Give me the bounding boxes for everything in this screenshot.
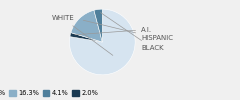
Wedge shape bbox=[69, 9, 135, 75]
Wedge shape bbox=[70, 33, 102, 42]
Wedge shape bbox=[94, 9, 102, 42]
Wedge shape bbox=[71, 10, 102, 42]
Text: A.I.: A.I. bbox=[75, 26, 152, 35]
Text: WHITE: WHITE bbox=[51, 15, 113, 55]
Text: BLACK: BLACK bbox=[101, 13, 164, 51]
Legend: 77.6%, 16.3%, 4.1%, 2.0%: 77.6%, 16.3%, 4.1%, 2.0% bbox=[0, 90, 98, 96]
Text: HISPANIC: HISPANIC bbox=[83, 20, 173, 41]
